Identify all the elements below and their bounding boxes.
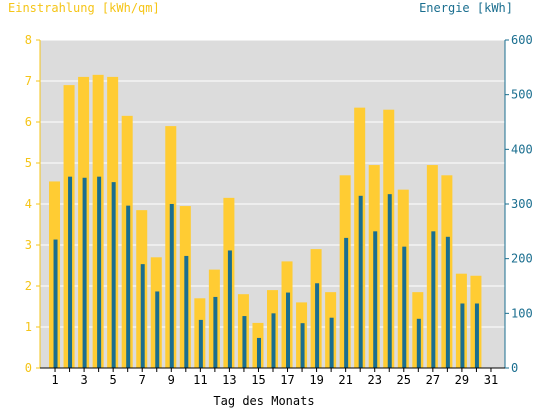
energy-bar-day-20 xyxy=(329,317,334,368)
right-tick-label-5: 500 xyxy=(511,88,533,102)
energy-bar-day-16 xyxy=(271,313,276,368)
right-tick-label-4: 400 xyxy=(511,142,533,156)
left-tick-label-8: 8 xyxy=(25,33,32,47)
x-tick-label-27: 27 xyxy=(426,373,440,387)
left-tick-label-5: 5 xyxy=(25,156,32,170)
right-tick-label-6: 600 xyxy=(511,33,533,47)
right-tick-label-0: 0 xyxy=(511,361,518,375)
x-axis-title: Tag des Monats xyxy=(213,394,314,408)
energy-bar-day-22 xyxy=(358,195,363,368)
left-axis-ticks: 0 1 2 3 4 5 6 7 8 xyxy=(25,33,40,375)
energy-bar-day-12 xyxy=(213,296,218,368)
x-tick-label-29: 29 xyxy=(455,373,469,387)
energy-bar-day-1 xyxy=(53,239,58,368)
energy-bar-day-17 xyxy=(286,292,291,368)
left-tick-label-6: 6 xyxy=(25,115,32,129)
energy-bar-day-18 xyxy=(300,323,305,368)
energy-bar-day-9 xyxy=(169,204,174,368)
x-tick-label-13: 13 xyxy=(222,373,236,387)
left-tick-label-7: 7 xyxy=(25,74,32,88)
right-axis-ticks: 0 100 200 300 400 500 600 xyxy=(505,33,533,375)
left-axis-title: Einstrahlung [kWh/qm] xyxy=(8,1,160,15)
x-tick-label-21: 21 xyxy=(338,373,352,387)
x-tick-label-15: 15 xyxy=(251,373,265,387)
left-tick-label-3: 3 xyxy=(25,238,32,252)
energy-bar-day-13 xyxy=(227,250,232,368)
x-tick-label-7: 7 xyxy=(139,373,146,387)
x-axis-ticks: 1 3 5 7 9 11 13 15 17 19 21 23 25 27 29 31 xyxy=(51,368,498,387)
energy-bars xyxy=(53,176,479,368)
x-tick-label-25: 25 xyxy=(397,373,411,387)
energy-bar-day-28 xyxy=(445,236,450,368)
x-tick-label-9: 9 xyxy=(168,373,175,387)
energy-bar-day-2 xyxy=(68,176,73,368)
left-tick-label-0: 0 xyxy=(25,361,32,375)
energy-bar-day-19 xyxy=(315,283,320,368)
energy-bar-day-25 xyxy=(402,246,407,368)
energy-bar-day-14 xyxy=(242,316,247,368)
left-tick-label-1: 1 xyxy=(25,320,32,334)
x-tick-label-19: 19 xyxy=(309,373,323,387)
x-tick-label-17: 17 xyxy=(280,373,294,387)
energy-bar-day-10 xyxy=(184,255,189,368)
x-tick-label-3: 3 xyxy=(80,373,87,387)
left-tick-label-2: 2 xyxy=(25,279,32,293)
x-tick-label-23: 23 xyxy=(367,373,381,387)
energy-bar-day-8 xyxy=(155,291,160,368)
energy-bar-day-27 xyxy=(431,231,436,368)
energy-bar-day-26 xyxy=(416,318,421,368)
energy-bar-day-15 xyxy=(256,337,261,368)
x-tick-label-5: 5 xyxy=(110,373,117,387)
right-tick-label-2: 200 xyxy=(511,252,533,266)
right-tick-label-3: 300 xyxy=(511,197,533,211)
energy-bar-day-29 xyxy=(460,303,465,368)
x-tick-label-11: 11 xyxy=(193,373,207,387)
energy-bar-day-21 xyxy=(344,237,349,368)
energy-bar-day-5 xyxy=(111,182,116,368)
energy-bar-day-11 xyxy=(198,319,203,368)
x-tick-label-31: 31 xyxy=(484,373,498,387)
x-tick-label-1: 1 xyxy=(51,373,58,387)
right-axis-title: Energie [kWh] xyxy=(419,1,513,15)
energy-bar-day-6 xyxy=(126,205,131,368)
energy-bar-day-23 xyxy=(373,231,378,368)
energy-bar-day-3 xyxy=(82,177,87,368)
energy-bar-day-30 xyxy=(474,303,479,368)
right-tick-label-1: 100 xyxy=(511,306,533,320)
energy-bar-day-4 xyxy=(97,176,102,368)
energy-bar-day-7 xyxy=(140,264,145,368)
left-tick-label-4: 4 xyxy=(25,197,32,211)
energy-bar-day-24 xyxy=(387,194,392,368)
